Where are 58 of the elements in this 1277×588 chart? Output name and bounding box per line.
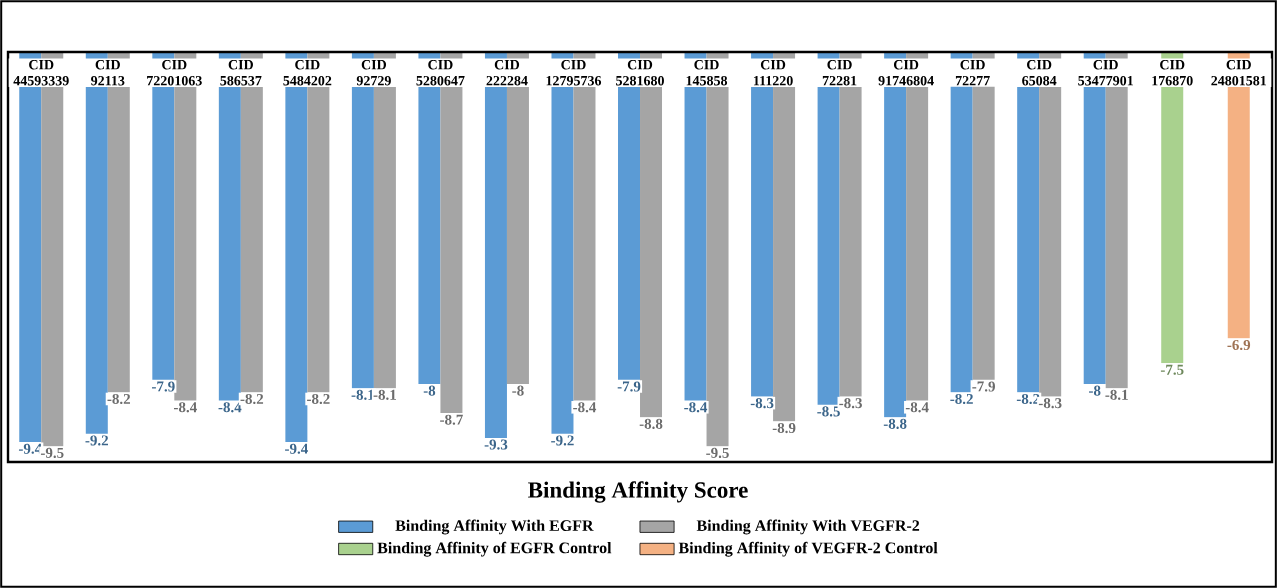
x-tick-label: CID 176870 bbox=[1152, 60, 1193, 86]
x-tick-label: CID 586537 bbox=[220, 60, 262, 86]
x-tick-label: CID 5281680 bbox=[616, 60, 664, 86]
data-label: -6.9 bbox=[1227, 339, 1251, 351]
data-label: -9.3 bbox=[484, 439, 508, 450]
data-label: -9.5 bbox=[706, 447, 729, 458]
x-tick-label: CID 65084 bbox=[1022, 60, 1057, 86]
data-label: -8.3 bbox=[1038, 398, 1062, 409]
x-tick-label: CID 5280647 bbox=[416, 60, 465, 86]
x-tick-label: CID 91746804 bbox=[878, 60, 934, 86]
text: Binding Affinity Score bbox=[528, 481, 748, 503]
data-label: -8.8 bbox=[639, 418, 663, 429]
x-tick-label: CID 72281 bbox=[822, 60, 857, 86]
data-label: -8.9 bbox=[772, 422, 796, 434]
data-label: -8.1 bbox=[1105, 389, 1128, 400]
data-label: -7.9 bbox=[617, 381, 641, 392]
data-label: -7.9 bbox=[152, 381, 175, 392]
x-tick-label: CID 92113 bbox=[91, 60, 125, 86]
data-label: -8.1 bbox=[373, 389, 396, 400]
x-tick-label: CID 72277 bbox=[955, 60, 990, 86]
data-label: -9.2 bbox=[85, 435, 108, 446]
x-tick-label: CID 12795736 bbox=[546, 60, 602, 86]
data-label: -8.2 bbox=[240, 393, 264, 405]
legend-label: Binding Affinity With EGFR bbox=[395, 519, 594, 535]
data-label: -7.5 bbox=[1160, 364, 1184, 375]
data-label: -8.5 bbox=[817, 406, 840, 417]
data-label: -8.1 bbox=[351, 389, 374, 400]
data-label: -8 bbox=[1089, 385, 1101, 396]
data-label: -8.2 bbox=[950, 393, 973, 405]
data-label: -9.5 bbox=[40, 447, 64, 458]
data-label: -8.4 bbox=[905, 402, 929, 413]
x-tick-label: CID 44593339 bbox=[13, 60, 69, 86]
data-label: -8.7 bbox=[440, 414, 463, 425]
x-tick-label: CID 222284 bbox=[486, 60, 528, 86]
legend-label: Binding Affinity of VEGFR-2 Control bbox=[678, 541, 938, 557]
x-tick-label: CID 5484202 bbox=[283, 60, 332, 86]
data-label: -8.4 bbox=[573, 402, 597, 413]
data-label: -8.2 bbox=[307, 393, 330, 405]
data-label: -8 bbox=[423, 385, 436, 396]
legend-label: Binding Affinity of EGFR Control bbox=[377, 541, 612, 557]
data-label: -8 bbox=[512, 385, 524, 396]
data-label: -8.3 bbox=[750, 398, 774, 409]
legend-label: Binding Affinity With VEGFR-2 bbox=[696, 519, 920, 535]
data-label: -7.9 bbox=[972, 381, 995, 392]
x-tick-label: CID 111220 bbox=[753, 60, 793, 86]
data-label: -8.4 bbox=[174, 402, 197, 413]
data-label: -8.4 bbox=[684, 402, 708, 413]
data-label: -8.8 bbox=[883, 418, 907, 429]
data-label: -9.4 bbox=[285, 443, 308, 454]
data-label: -8.4 bbox=[218, 402, 242, 413]
x-tick-label: CID 92729 bbox=[356, 60, 391, 86]
x-tick-label: CID 24801581 bbox=[1211, 60, 1267, 86]
data-label: -8.3 bbox=[839, 398, 862, 409]
x-tick-label: CID 72201063 bbox=[147, 60, 202, 86]
data-label: -9.2 bbox=[551, 435, 574, 446]
x-tick-label: CID 145858 bbox=[686, 60, 728, 86]
data-label: -8.2 bbox=[107, 393, 130, 405]
x-tick-label: CID 53477901 bbox=[1078, 60, 1133, 86]
